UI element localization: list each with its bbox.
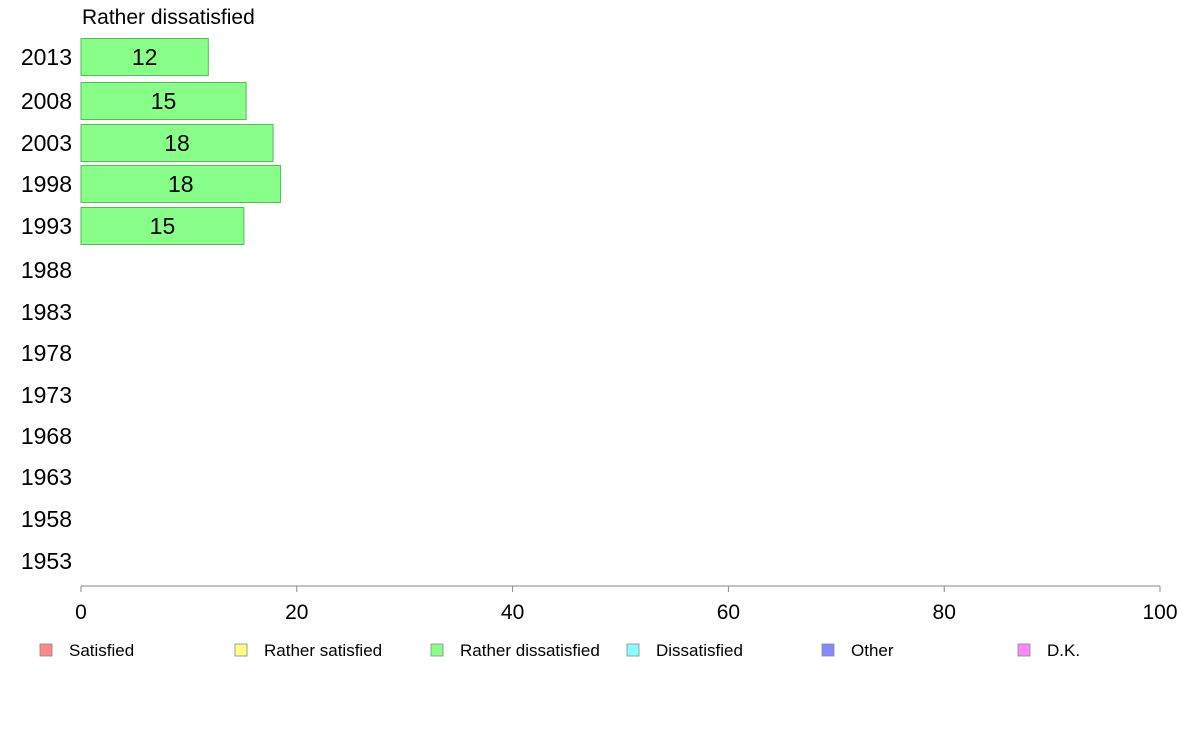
y-tick-label: 1983	[21, 299, 72, 325]
legend-label: Satisfied	[69, 641, 134, 660]
x-tick-label: 0	[75, 601, 87, 624]
y-tick-label: 1993	[21, 213, 72, 239]
x-tick-label: 100	[1142, 601, 1177, 624]
y-tick-label: 1968	[21, 423, 72, 449]
legend-swatch	[626, 643, 640, 657]
y-tick-label: 1953	[21, 548, 72, 574]
legend-label: Rather dissatisfied	[460, 641, 600, 660]
legend-swatch	[430, 643, 444, 657]
legend-swatch	[39, 643, 53, 657]
x-tick-label: 40	[501, 601, 524, 624]
data-label: 12	[132, 44, 158, 70]
legend-swatch	[821, 643, 835, 657]
y-tick-label: 1978	[21, 340, 72, 366]
y-tick-label: 1988	[21, 257, 72, 283]
y-tick-label: 2013	[21, 44, 72, 70]
legend-swatch	[234, 643, 248, 657]
bar	[80, 82, 247, 120]
chart-title: Rather dissatisfied	[82, 6, 255, 29]
bar	[80, 124, 274, 162]
data-label: 15	[151, 88, 177, 114]
x-tick-label: 60	[717, 601, 740, 624]
data-label: 15	[150, 213, 176, 239]
bar	[80, 38, 209, 76]
y-tick-label: 1963	[21, 464, 72, 490]
bar	[80, 165, 282, 203]
data-label: 18	[168, 171, 194, 197]
x-tick-label: 20	[285, 601, 308, 624]
legend-label: Dissatisfied	[656, 641, 743, 660]
bar	[80, 207, 245, 245]
legend-label: Other	[851, 641, 894, 660]
y-tick-label: 2008	[21, 88, 72, 114]
y-tick-label: 1973	[21, 382, 72, 408]
data-label: 18	[164, 130, 190, 156]
x-tick-label: 80	[933, 601, 956, 624]
y-tick-label: 1958	[21, 506, 72, 532]
y-tick-label: 2003	[21, 130, 72, 156]
legend-label: D.K.	[1047, 641, 1080, 660]
legend-swatch	[1017, 643, 1031, 657]
y-tick-label: 1998	[21, 171, 72, 197]
legend-label: Rather satisfied	[264, 641, 382, 660]
